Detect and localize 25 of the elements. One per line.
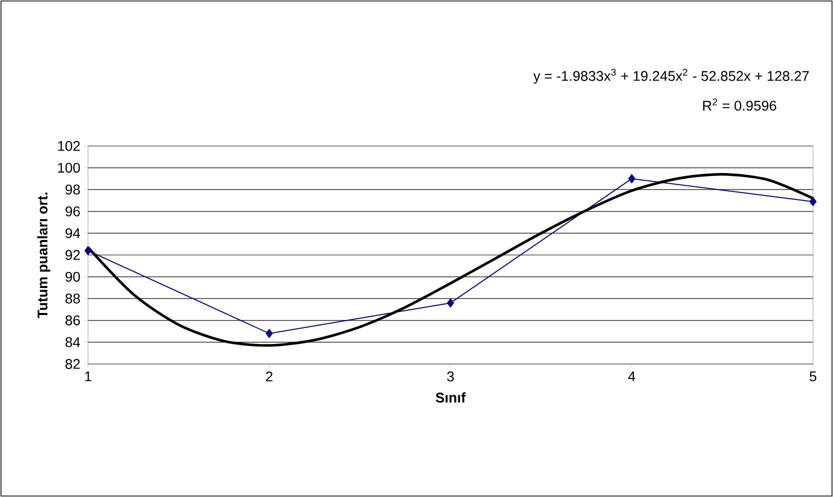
- y-tick-label: 84: [66, 337, 80, 348]
- point: [447, 298, 454, 308]
- y-tick-label: 96: [66, 206, 80, 216]
- y-tick-label: 98: [66, 184, 80, 195]
- y-tick-label: 102: [58, 141, 80, 151]
- y-tick-label: 88: [66, 294, 80, 304]
- point: [628, 174, 636, 184]
- y-tick-label: 82: [66, 359, 80, 369]
- point: [266, 328, 273, 338]
- y-tick-label: 92: [66, 250, 80, 260]
- y-tick-label: 94: [66, 228, 80, 238]
- x-tick-label: 2: [266, 372, 272, 382]
- text: R$^{2}$ = 0.9596: [703, 98, 776, 111]
- y-tick-label: 86: [66, 315, 80, 326]
- x-tick-label: 3: [447, 372, 454, 382]
- y-axis-title: Tutum puanları ort.: [37, 192, 50, 318]
- point: [810, 197, 816, 206]
- text: y = -1.9833x$^{3}$ + 19.245x$^{2}$ - 52.852x + 128.27: [533, 68, 809, 84]
- y-tick-label: 100: [58, 162, 80, 173]
- point: [84, 246, 92, 256]
- x-tick-label: 4: [628, 372, 636, 382]
- x-axis-title: Sınıf: [436, 392, 466, 403]
- x-tick-label: 5: [810, 372, 816, 382]
- x-tick-label: 1: [85, 372, 92, 382]
- y-tick-label: 90: [66, 272, 80, 282]
